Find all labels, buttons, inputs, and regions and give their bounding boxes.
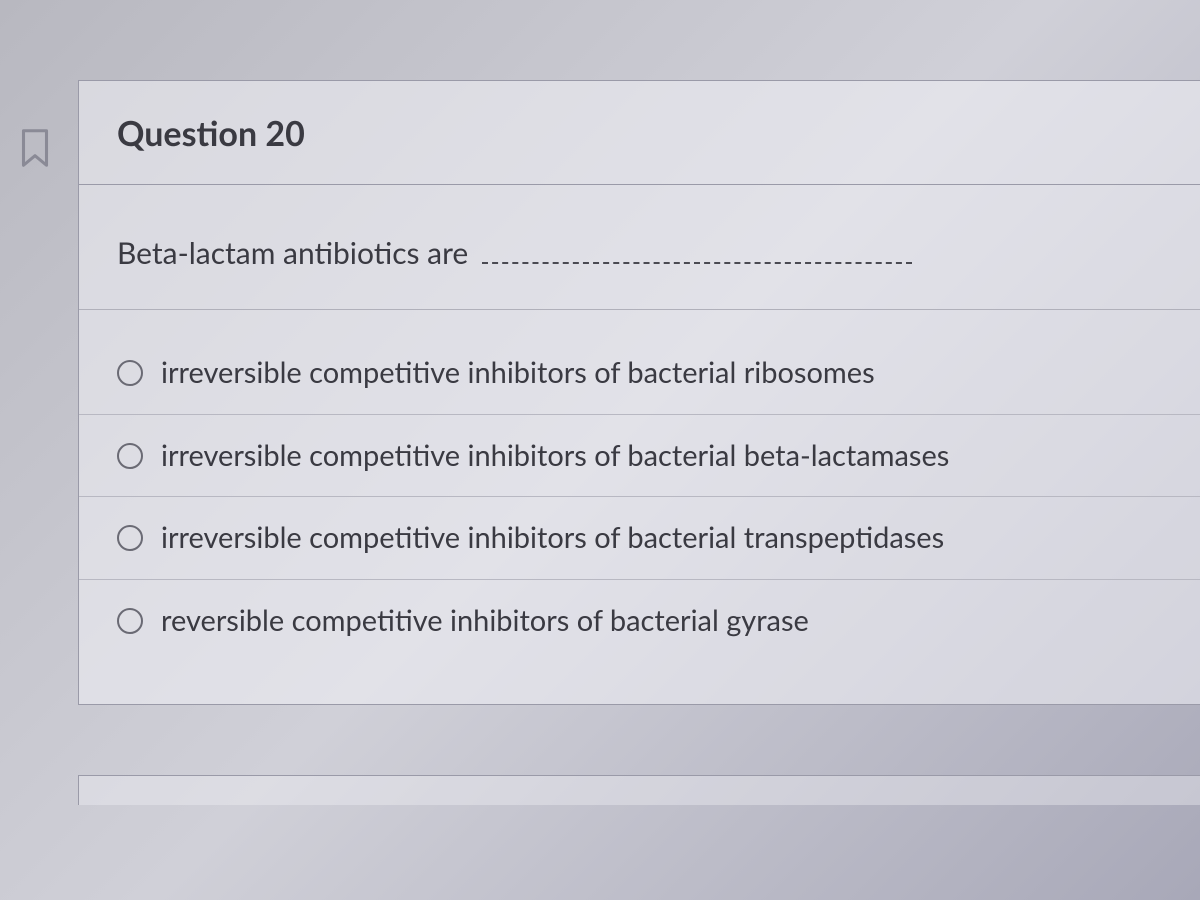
answer-option[interactable]: irreversible competitive inhibitors of b… [79,497,1200,580]
question-title: Question 20 [117,113,1162,154]
quiz-question-container: Question 20 Beta-lactam antibiotics are … [0,80,1200,705]
answer-text: irreversible competitive inhibitors of b… [161,354,875,392]
question-body: Beta-lactam antibiotics are [79,185,1200,310]
question-header: Question 20 [79,81,1200,185]
fill-in-blank-line [482,239,912,265]
radio-icon[interactable] [117,608,143,634]
question-stem: Beta-lactam antibiotics are [117,235,1162,271]
radio-icon[interactable] [117,443,143,469]
answer-text: reversible competitive inhibitors of bac… [161,602,809,640]
answer-text: irreversible competitive inhibitors of b… [161,437,949,475]
radio-icon[interactable] [117,360,143,386]
answer-option[interactable]: irreversible competitive inhibitors of b… [79,320,1200,415]
answer-text: irreversible competitive inhibitors of b… [161,519,944,557]
question-stem-text: Beta-lactam antibiotics are [117,235,468,271]
question-card: Question 20 Beta-lactam antibiotics are … [78,80,1200,705]
next-question-card-edge [78,775,1200,805]
radio-icon[interactable] [117,525,143,551]
answer-option[interactable]: reversible competitive inhibitors of bac… [79,580,1200,662]
answers-section: irreversible competitive inhibitors of b… [79,310,1200,704]
bookmark-icon[interactable] [12,125,58,171]
answer-option[interactable]: irreversible competitive inhibitors of b… [79,415,1200,498]
